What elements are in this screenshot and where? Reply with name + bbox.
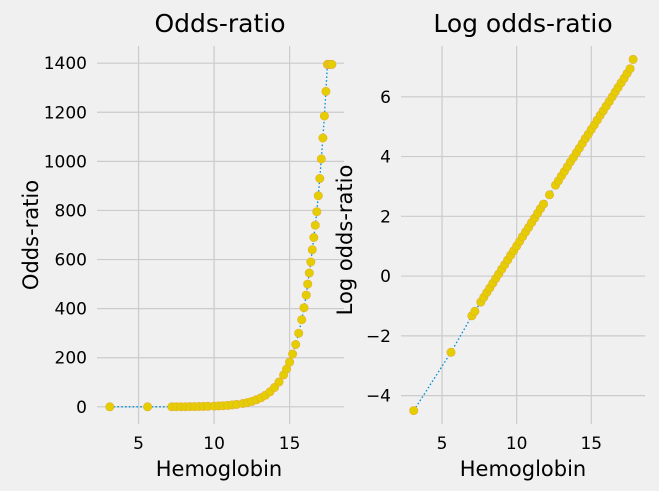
odds-ratio-chart-title: Odds-ratio [154,9,285,38]
odds-ratio-data-point [303,279,313,289]
odds-ratio-y-tick-label: 0 [76,398,87,418]
log-odds-ratio-y-axis-title: Log odds-ratio [333,165,357,316]
odds-ratio-data-point [309,233,319,243]
odds-ratio-data-point [313,191,323,201]
odds-ratio-grid [97,46,344,424]
log-odds-ratio-chart-title: Log odds-ratio [433,9,612,38]
log-odds-ratio-y-tick-label: −4 [366,387,391,407]
log-odds-ratio-data-point [544,190,554,200]
odds-ratio-data-point [301,290,311,300]
odds-ratio-x-tick-label: 10 [203,434,225,454]
log-odds-ratio-data-point [470,306,480,316]
odds-ratio-y-tick-label: 600 [55,251,87,271]
odds-ratio-x-tick-label: 5 [133,434,144,454]
odds-ratio-y-axis-title: Odds-ratio [19,180,43,290]
log-odds-ratio-x-tick-label: 15 [580,434,602,454]
odds-ratio-data-point [321,86,331,96]
odds-ratio-y-tick-label: 1000 [44,152,87,172]
odds-ratio-data-point [297,315,307,325]
odds-ratio-points [105,59,337,412]
log-odds-ratio-y-tick-label: 2 [380,207,391,227]
odds-ratio-panel: Odds-ratio Hemoglobin Odds-ratio 5 10 15 0 2… [19,9,344,481]
odds-ratio-data-point [105,402,115,412]
odds-ratio-data-point [294,328,304,338]
odds-ratio-data-point [291,339,301,349]
odds-ratio-data-point [315,174,325,184]
odds-ratio-data-point [316,154,326,164]
odds-ratio-data-point [307,245,317,255]
odds-ratio-data-point [304,268,314,278]
log-odds-ratio-data-point [446,347,456,357]
odds-ratio-data-point [143,402,153,412]
log-odds-ratio-data-point [409,406,419,416]
log-odds-ratio-panel: Log odds-ratio Hemoglobin Log odds-ratio… [333,9,645,481]
log-odds-ratio-x-axis-title: Hemoglobin [460,457,587,481]
odds-ratio-x-axis-title: Hemoglobin [156,457,283,481]
log-odds-ratio-y-tick-label: −2 [366,327,391,347]
log-odds-ratio-grid [401,46,645,424]
odds-ratio-data-point [285,357,295,367]
log-odds-ratio-data-point [628,54,638,64]
odds-ratio-data-point [274,377,284,387]
log-odds-ratio-y-tick-label: 4 [380,148,391,168]
odds-ratio-x-tick-label: 15 [279,434,301,454]
odds-ratio-data-point [319,111,329,121]
odds-ratio-data-point [310,220,320,230]
odds-ratio-data-point [306,257,316,267]
log-odds-ratio-x-tick-label: 10 [506,434,528,454]
log-odds-ratio-data-point [538,199,548,209]
log-odds-ratio-points [409,54,638,416]
log-odds-ratio-y-tick-label: 6 [380,88,391,108]
odds-ratio-data-point [299,303,309,313]
odds-ratio-series-line [109,63,332,408]
odds-ratio-data-point [312,207,322,217]
log-odds-ratio-x-tick-label: 5 [437,434,448,454]
odds-ratio-y-tick-label: 1400 [44,54,87,74]
odds-ratio-data-point [288,349,298,359]
odds-ratio-y-tick-label: 800 [55,201,87,221]
log-odds-ratio-data-point [625,64,635,74]
odds-ratio-y-tick-label: 1200 [44,103,87,123]
odds-ratio-data-point [327,59,337,69]
odds-ratio-y-tick-label: 400 [55,300,87,320]
log-odds-ratio-y-tick-label: 0 [380,267,391,287]
odds-ratio-y-tick-label: 200 [55,349,87,369]
odds-ratio-data-point [318,133,328,143]
